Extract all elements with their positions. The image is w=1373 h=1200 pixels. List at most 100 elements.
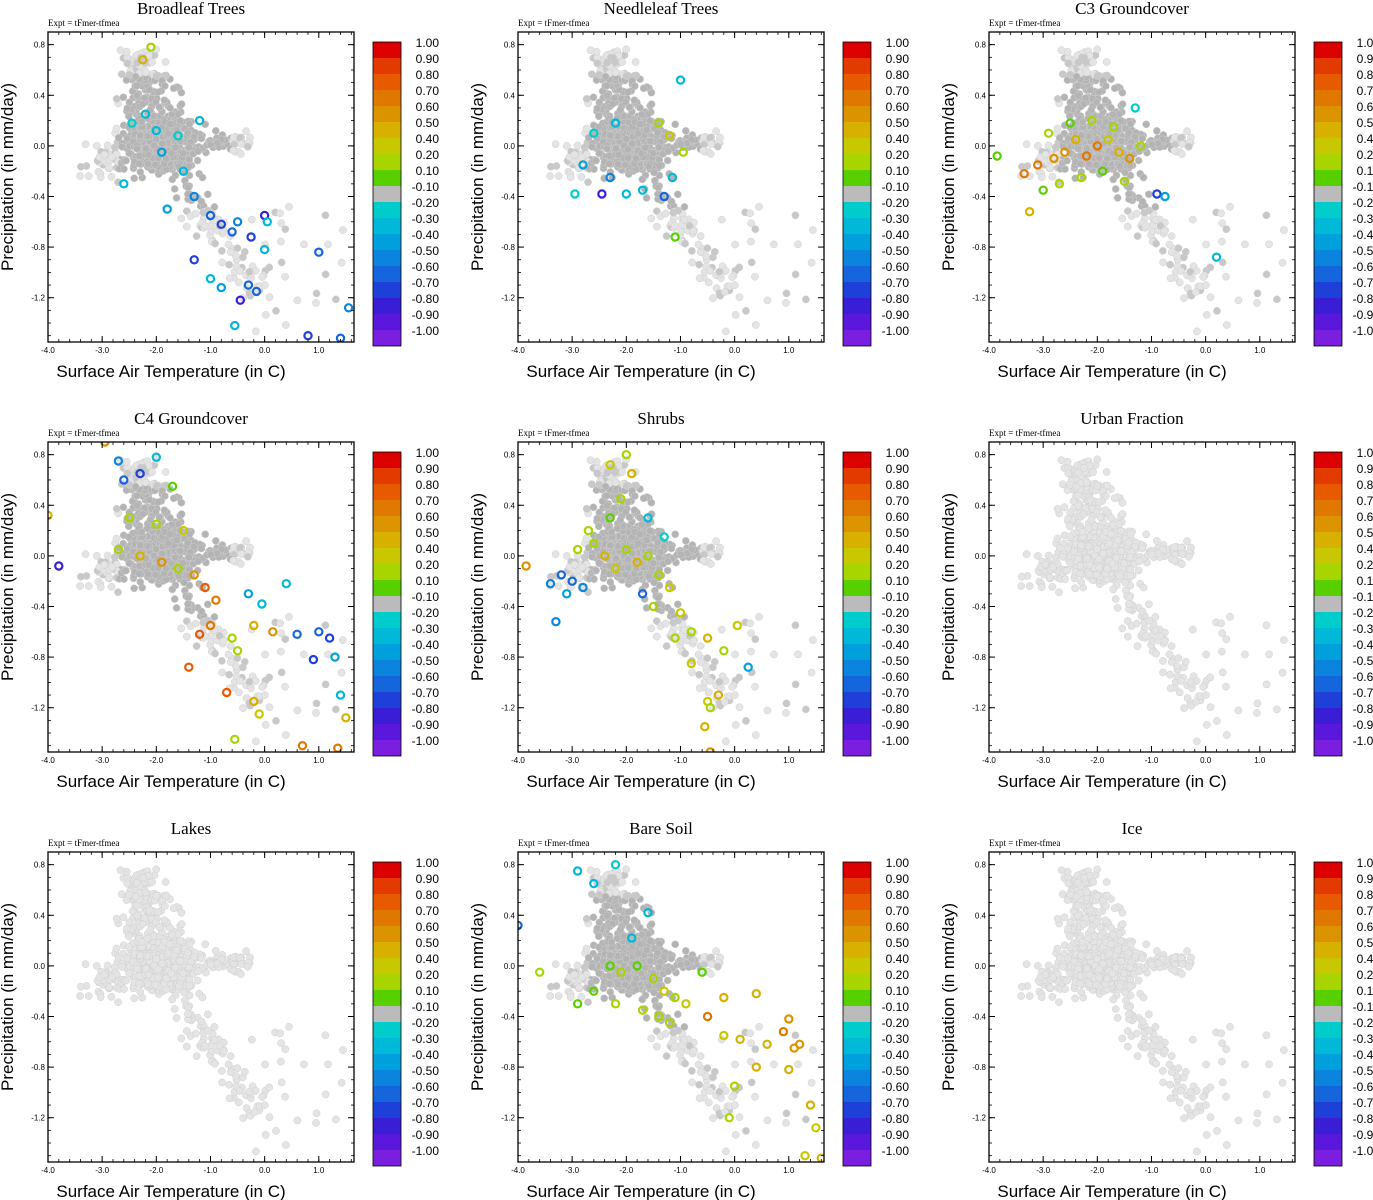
colorbar-label: -1.00 bbox=[882, 324, 910, 338]
colorbar-label: 0.90 bbox=[416, 52, 440, 66]
background-point bbox=[593, 469, 602, 478]
highlighted-point bbox=[249, 620, 259, 631]
background-point bbox=[1101, 96, 1110, 105]
colorbar-swatch bbox=[373, 58, 401, 74]
background-point bbox=[272, 717, 280, 725]
colorbar-swatch bbox=[843, 202, 871, 218]
panel-title: C3 Groundcover bbox=[1075, 0, 1189, 18]
background-point bbox=[649, 559, 657, 568]
background-point bbox=[1118, 88, 1127, 97]
background-point bbox=[1076, 159, 1085, 168]
highlighted-point bbox=[138, 55, 148, 65]
y-axis-label: Precipitation (in mm/day) bbox=[939, 83, 958, 271]
colorbar-label: 0.10 bbox=[416, 164, 440, 178]
background-point bbox=[735, 263, 744, 272]
background-point bbox=[226, 658, 235, 666]
background-point bbox=[300, 240, 308, 249]
y-tick-label: -0.8 bbox=[31, 653, 45, 662]
background-point bbox=[570, 150, 579, 159]
background-point bbox=[131, 72, 140, 81]
background-point bbox=[123, 59, 132, 68]
plot-frame bbox=[517, 31, 825, 343]
background-point bbox=[243, 552, 252, 561]
background-point bbox=[332, 295, 340, 304]
background-point bbox=[566, 173, 575, 182]
background-point bbox=[554, 582, 563, 590]
y-tick-label: 0.8 bbox=[34, 451, 46, 460]
highlighted-point bbox=[1038, 185, 1048, 195]
background-point bbox=[1053, 124, 1062, 133]
background-point bbox=[770, 650, 778, 659]
background-point bbox=[136, 131, 145, 140]
background-point bbox=[616, 516, 625, 524]
background-point bbox=[1066, 70, 1075, 79]
highlighted-point bbox=[268, 627, 278, 637]
background-point bbox=[1083, 144, 1091, 153]
colorbar-swatch bbox=[843, 122, 871, 138]
highlighted-point bbox=[303, 331, 313, 341]
y-tick-label: 0.0 bbox=[34, 552, 46, 561]
background-point bbox=[551, 140, 560, 149]
colorbar-swatch bbox=[373, 548, 401, 564]
background-point bbox=[706, 560, 715, 568]
background-point bbox=[233, 654, 242, 663]
colorbar-label: -0.80 bbox=[1353, 292, 1373, 306]
highlighted-point bbox=[678, 147, 688, 157]
colorbar-swatch bbox=[373, 106, 401, 122]
background-point bbox=[582, 534, 591, 543]
background-point bbox=[616, 106, 625, 114]
background-point bbox=[782, 299, 790, 307]
background-point bbox=[112, 534, 121, 543]
background-point bbox=[605, 159, 614, 168]
background-point bbox=[1165, 240, 1174, 249]
background-point bbox=[225, 274, 234, 283]
background-point bbox=[562, 142, 571, 150]
background-point bbox=[735, 703, 744, 712]
background-point bbox=[1186, 267, 1195, 276]
background-point bbox=[130, 174, 139, 183]
background-point bbox=[706, 677, 714, 685]
background-point bbox=[211, 239, 219, 248]
colorbar-label: 0.80 bbox=[1357, 68, 1373, 82]
highlighted-point bbox=[324, 633, 335, 643]
highlighted-point bbox=[230, 320, 240, 331]
background-point bbox=[237, 140, 246, 148]
expt-label: Expt = tFmer-tfmea bbox=[48, 18, 119, 28]
highlighted-point bbox=[151, 125, 161, 136]
background-point bbox=[1092, 160, 1101, 169]
background-point bbox=[554, 172, 563, 180]
colorbar-label: 0.80 bbox=[416, 68, 440, 82]
background-point bbox=[152, 482, 161, 490]
background-point bbox=[699, 146, 708, 155]
background-point bbox=[649, 149, 657, 158]
background-point bbox=[1170, 146, 1179, 155]
background-point bbox=[1079, 100, 1088, 108]
background-point bbox=[242, 127, 250, 136]
background-point bbox=[1124, 128, 1133, 137]
background-point bbox=[197, 197, 206, 206]
background-point bbox=[112, 504, 121, 513]
background-point bbox=[112, 94, 121, 103]
background-point bbox=[644, 162, 653, 171]
background-point bbox=[122, 156, 130, 165]
background-point bbox=[167, 149, 176, 158]
x-tick-label: -1.0 bbox=[674, 346, 688, 355]
background-point bbox=[1152, 239, 1160, 248]
background-point bbox=[608, 100, 617, 108]
colorbar-label: -0.40 bbox=[412, 228, 440, 242]
background-point bbox=[162, 154, 171, 163]
background-point bbox=[622, 45, 631, 54]
highlighted-point bbox=[335, 690, 346, 700]
background-point bbox=[1046, 163, 1054, 172]
background-point bbox=[108, 153, 116, 162]
colorbar-swatch bbox=[373, 612, 401, 628]
background-point bbox=[664, 147, 673, 156]
y-axis-label: Precipitation (in mm/day) bbox=[0, 83, 17, 271]
colorbar-swatch bbox=[843, 90, 871, 106]
background-point bbox=[1138, 134, 1147, 143]
background-point bbox=[276, 619, 284, 628]
highlighted-point bbox=[211, 595, 221, 605]
y-tick-label: -1.2 bbox=[972, 294, 986, 303]
background-point bbox=[637, 110, 646, 119]
background-point bbox=[632, 71, 641, 80]
